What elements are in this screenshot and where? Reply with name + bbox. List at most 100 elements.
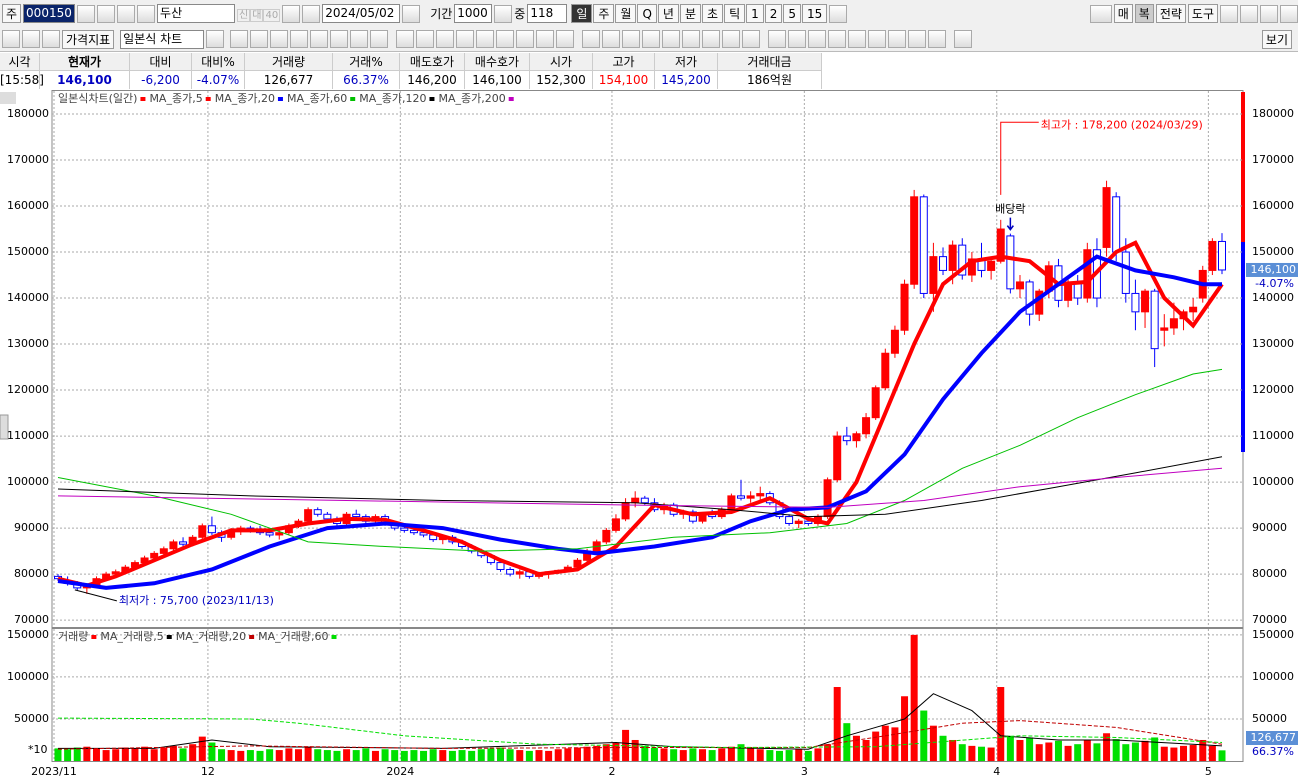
right-button[interactable]: 매 xyxy=(1113,4,1133,23)
scroll-button[interactable] xyxy=(0,92,16,104)
tool-icon[interactable] xyxy=(270,30,289,48)
tool-icon[interactable] xyxy=(556,30,575,48)
date-input[interactable]: 2024/05/02 xyxy=(322,4,401,23)
tool-icon[interactable] xyxy=(808,30,827,48)
interval-button[interactable]: 틱 xyxy=(724,4,746,23)
side-toggle[interactable] xyxy=(0,414,9,440)
quote-value: 126,677 xyxy=(245,71,333,89)
dropdown[interactable] xyxy=(206,30,225,48)
tool-icon[interactable] xyxy=(496,30,515,48)
tool-icon[interactable] xyxy=(868,30,887,48)
save-icon[interactable] xyxy=(1240,4,1258,23)
tool-icon[interactable] xyxy=(290,30,309,48)
search-icon[interactable] xyxy=(97,4,116,23)
tool-icon[interactable] xyxy=(536,30,555,48)
candle-body xyxy=(159,548,168,554)
right-button[interactable]: 전략 xyxy=(1155,4,1186,23)
candle-body xyxy=(506,568,515,575)
tool-icon[interactable] xyxy=(622,30,641,48)
volume-bar xyxy=(622,729,630,761)
tool-icon[interactable] xyxy=(516,30,535,48)
sort-icon[interactable] xyxy=(117,4,136,23)
interval-button[interactable]: 2 xyxy=(764,4,783,23)
tool-icon[interactable] xyxy=(416,30,435,48)
candle-body xyxy=(304,509,313,522)
interval-button[interactable]: 15 xyxy=(802,4,828,23)
interval-button[interactable]: 주 xyxy=(593,4,615,23)
cloud-icon[interactable] xyxy=(1089,4,1112,23)
tool-icon[interactable] xyxy=(602,30,621,48)
interval-button[interactable]: 5 xyxy=(783,4,802,23)
volume-bar xyxy=(304,746,312,761)
volume-bar xyxy=(727,746,735,761)
volume-bar xyxy=(987,747,995,761)
interval-button[interactable]: 1 xyxy=(746,4,764,23)
spin-icon[interactable] xyxy=(494,4,513,23)
volume-bar xyxy=(179,748,187,761)
interval-button[interactable]: Q xyxy=(637,4,657,23)
tool-icon[interactable] xyxy=(642,30,661,48)
tool-icon[interactable] xyxy=(582,30,601,48)
annotation-arrow xyxy=(1000,121,1039,195)
tool-icon[interactable] xyxy=(928,30,947,48)
volume-bar xyxy=(294,749,302,761)
tool-icon[interactable] xyxy=(848,30,867,48)
code-input[interactable]: 000150 xyxy=(23,4,76,23)
print-icon[interactable] xyxy=(1260,4,1278,23)
tool-icon[interactable] xyxy=(788,30,807,48)
chart-style-select[interactable]: 일본식 차트 xyxy=(120,29,205,49)
next-button[interactable] xyxy=(282,4,301,23)
name-input[interactable]: 두산 xyxy=(157,4,236,23)
tool-icon[interactable] xyxy=(456,30,475,48)
tool-icon[interactable] xyxy=(330,30,349,48)
tool-icon[interactable] xyxy=(828,30,847,48)
volume-bar xyxy=(102,750,110,761)
tool-icon[interactable] xyxy=(476,30,495,48)
prev-button[interactable] xyxy=(302,4,321,23)
y-tick-label: 170000 xyxy=(7,153,49,166)
view-button[interactable]: 보기 xyxy=(1261,29,1292,49)
mid-input[interactable]: 118 xyxy=(527,4,568,23)
candle-body xyxy=(900,283,909,331)
tool-icon[interactable] xyxy=(768,30,787,48)
interval-button[interactable]: 초 xyxy=(702,4,724,23)
tool-icon[interactable] xyxy=(370,30,389,48)
lr-icon[interactable] xyxy=(22,30,40,48)
quote-value: [15:58] xyxy=(0,71,44,89)
tool-icon[interactable] xyxy=(908,30,927,48)
volume-bar xyxy=(400,750,408,761)
tool-icon[interactable] xyxy=(954,30,973,48)
interval-button[interactable]: 분 xyxy=(679,4,702,23)
tool-icon[interactable] xyxy=(230,30,249,48)
tool-icon[interactable] xyxy=(436,30,455,48)
period-input[interactable]: 1000 xyxy=(454,4,493,23)
tool-icon[interactable] xyxy=(662,30,681,48)
tool-icon[interactable] xyxy=(742,30,761,48)
tool-icon[interactable] xyxy=(702,30,721,48)
tool-icon[interactable] xyxy=(888,30,907,48)
up-icon[interactable] xyxy=(2,30,20,48)
settings-icon[interactable] xyxy=(1280,4,1298,23)
dropdown[interactable] xyxy=(137,4,156,23)
interval-button[interactable]: 일 xyxy=(571,4,593,23)
indicator-button[interactable]: 가격지표 xyxy=(62,29,115,49)
y-tick-label-right: 110000 xyxy=(1252,429,1294,442)
tool-icon[interactable] xyxy=(350,30,369,48)
dropdown[interactable] xyxy=(402,4,421,23)
y-tick-label-right: 180000 xyxy=(1252,107,1294,120)
tool-icon[interactable] xyxy=(682,30,701,48)
market-button[interactable]: 주 xyxy=(2,4,22,23)
interval-button[interactable]: 월 xyxy=(615,4,637,23)
tool-icon[interactable] xyxy=(310,30,329,48)
right-button[interactable]: 복 xyxy=(1134,4,1154,23)
tool-icon[interactable] xyxy=(396,30,415,48)
y-tick-label-right: 50000 xyxy=(1252,712,1287,725)
interval-icon[interactable] xyxy=(829,4,848,23)
dropdown[interactable] xyxy=(77,4,96,23)
edit-icon[interactable] xyxy=(42,30,60,48)
interval-button[interactable]: 년 xyxy=(657,4,679,23)
open-icon[interactable] xyxy=(1220,4,1238,23)
tool-icon[interactable] xyxy=(250,30,269,48)
right-button[interactable]: 도구 xyxy=(1187,4,1218,23)
tool-icon[interactable] xyxy=(722,30,741,48)
